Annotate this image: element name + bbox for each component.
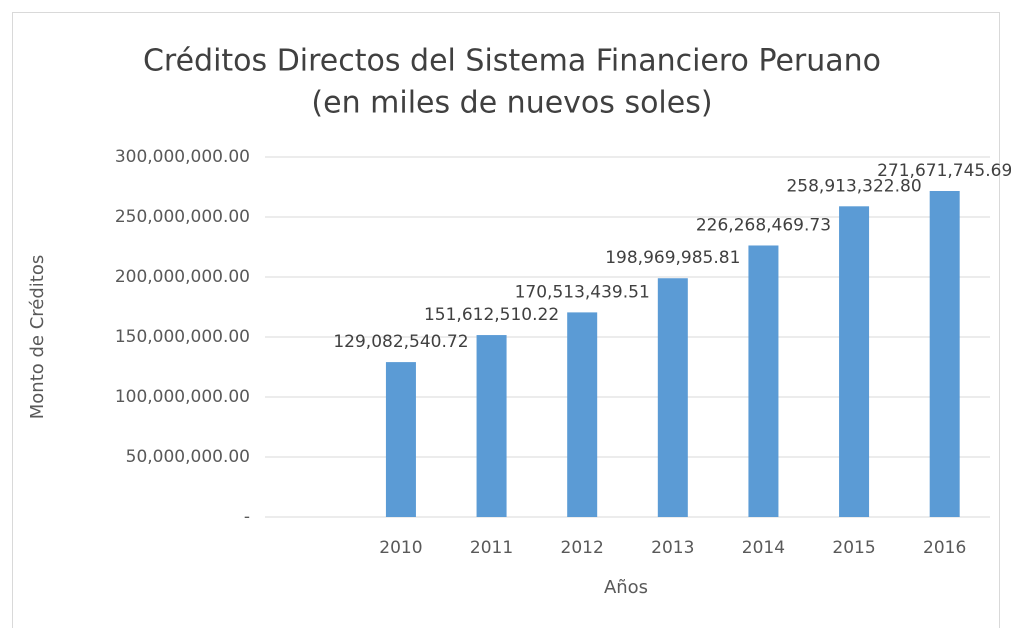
y-tick-label: 300,000,000.00 xyxy=(115,147,250,167)
y-tick-label: 50,000,000.00 xyxy=(126,447,250,467)
x-axis-label: Años xyxy=(604,577,648,598)
data-label: 271,671,745.69 xyxy=(877,161,1011,181)
data-label: 258,913,322.80 xyxy=(786,176,921,196)
bar xyxy=(657,278,688,517)
chart-subtitle: (en miles de nuevos soles) xyxy=(311,86,712,121)
x-tick-label: 2010 xyxy=(379,538,422,558)
bar xyxy=(748,245,779,517)
bar xyxy=(567,312,598,517)
bar xyxy=(476,335,507,517)
bar xyxy=(385,362,416,517)
y-tick-label: 200,000,000.00 xyxy=(115,267,250,287)
data-label: 129,082,540.72 xyxy=(333,332,468,352)
y-tick-label: 150,000,000.00 xyxy=(115,327,250,347)
y-tick-label: - xyxy=(244,507,250,527)
data-label: 198,969,985.81 xyxy=(605,248,740,268)
data-label: 226,268,469.73 xyxy=(696,215,831,235)
x-tick-label: 2011 xyxy=(470,538,513,558)
y-tick-label: 250,000,000.00 xyxy=(115,207,250,227)
chart-frame xyxy=(12,12,1000,628)
x-tick-label: 2013 xyxy=(651,538,694,558)
x-tick-label: 2012 xyxy=(561,538,604,558)
x-tick-label: 2014 xyxy=(742,538,785,558)
data-label: 170,513,439.51 xyxy=(515,282,650,302)
data-label: 151,612,510.22 xyxy=(424,305,559,325)
y-tick-label: 100,000,000.00 xyxy=(115,387,250,407)
y-axis-label: Monto de Créditos xyxy=(27,255,48,420)
x-tick-label: 2016 xyxy=(923,538,966,558)
chart-title: Créditos Directos del Sistema Financiero… xyxy=(143,44,881,79)
x-tick-label: 2015 xyxy=(832,538,875,558)
bar xyxy=(929,190,960,518)
bar xyxy=(839,206,870,517)
